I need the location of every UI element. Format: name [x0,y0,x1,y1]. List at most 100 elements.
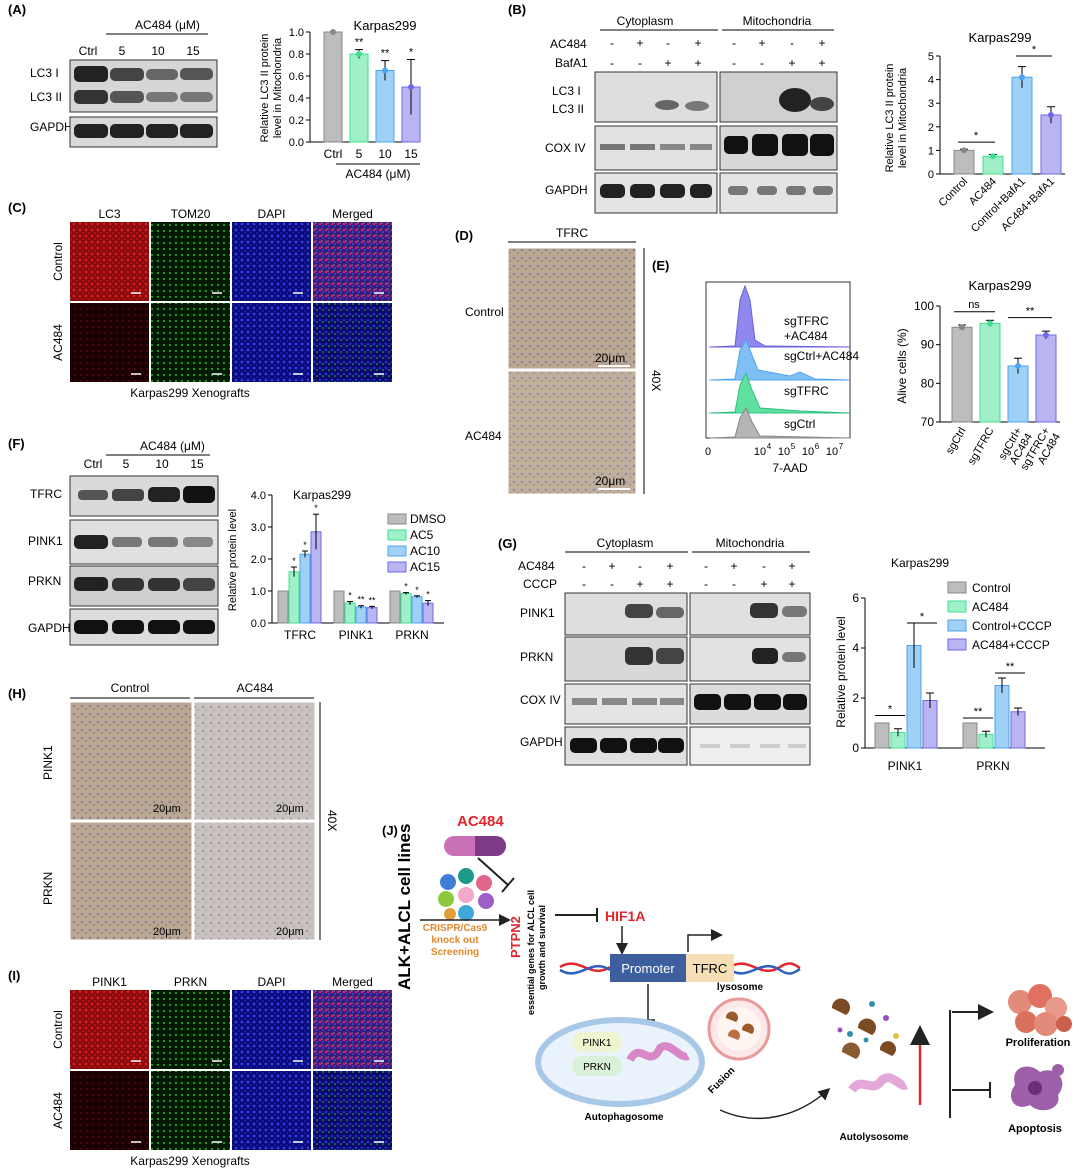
bar [389,590,401,624]
significance-label: ** [368,595,376,605]
if-image-tile [151,222,230,301]
treat-label-ac484-b: AC484 [550,37,587,51]
legend-label: AC5 [410,528,434,542]
if-column-header: LC3 [98,207,120,221]
if-image-tile [70,222,149,301]
autophagosome-prkn: PRKN [583,1062,611,1073]
plus-minus-b: - - + - - + + + - - + - - + + + [610,36,826,70]
if-image-tile [313,222,392,301]
if-row-label: AC484 [51,1092,65,1129]
legend-label: AC10 [410,544,440,558]
legend-swatch [947,581,967,594]
apoptosis-icon [1010,1064,1064,1111]
treatment-sign: + [788,577,795,591]
data-point [1043,332,1049,338]
bar [277,590,289,624]
chart-title: Karpas299 [969,278,1032,293]
blot-a-gapdh [69,116,218,148]
treatment-sign: - [704,577,708,591]
drug-capsule-icon [444,836,506,856]
bar [366,607,378,624]
essential-label: essential genes for ALCL cell [526,890,536,1015]
if-image-tile [151,303,230,382]
screen-label: CRISPR/Cas9 [423,923,488,934]
blot-label-gapdh-b: GAPDH [545,183,588,197]
hif1a-label: HIF1A [605,908,645,924]
bar [349,53,369,143]
treat-label-cccp-g: CCCP [523,577,557,591]
significance-label: ** [381,48,390,60]
scale-bar-label: 20μm [276,803,304,815]
fraction-mito-g: Mitochondria [716,536,785,550]
significance-label: * [303,540,307,550]
panel-label-i: (I) [8,968,20,983]
bar [422,602,434,624]
if-column-header: Merged [332,975,373,989]
dose-label: Ctrl [84,457,103,471]
x-tick-label: PRKN [976,759,1009,773]
bar [1035,334,1057,423]
chart-title: Karpas299 [354,18,417,33]
data-point [1019,74,1025,81]
flow-label: +AC484 [784,329,828,343]
inhibition-line [477,857,509,886]
y-axis-label-line: Relative LC3 II protein [259,34,271,143]
significance-label: * [426,590,430,600]
if-image-tile [70,1071,149,1150]
bar [375,70,395,143]
blot-label-lc3ii: LC3 II [30,90,62,104]
dose-header-a: AC484 (μM) [135,18,200,32]
flow-tick: 10 [778,446,790,458]
y-tick-label: 4.0 [251,490,266,502]
panel-label-g: (G) [498,536,517,551]
data-point [408,84,414,90]
treatment-sign: - [732,36,736,50]
ihc-d-control [507,247,637,370]
if-image-tile [232,990,311,1069]
bar [994,685,1010,749]
schematic-side-label: ALK+ALCL cell lines [395,824,414,990]
ptpn2-label: PTPN2 [508,916,523,958]
x-axis-label: AC484 (μM) [346,167,411,181]
blot-label-gapdh: GAPDH [30,120,73,134]
legend-swatch [947,638,967,651]
y-tick-label: 3.0 [251,522,266,534]
treatment-sign: + [608,559,615,573]
significance-label: ** [357,595,365,605]
treatment-sign: + [694,56,701,70]
bar [979,322,1001,423]
if-row-label: Control [51,242,65,281]
y-axis-label-line: level in Mitochondria [272,37,284,138]
treatment-sign: - [582,559,586,573]
bar [288,571,300,624]
legend-label: Control [972,581,1011,595]
legend-label: Control+CCCP [972,619,1052,633]
x-tick-label: 5 [356,147,363,161]
chart-title: Karpas299 [293,488,351,502]
scale-bar-label: 20μm [595,474,625,488]
promoter-box [610,954,686,982]
if-column-header: TOM20 [171,207,211,221]
autophagosome-label: Autophagosome [585,1112,664,1123]
flow-tick: 0 [705,446,711,458]
flow-tick-exp: 4 [767,442,772,451]
flow-label: sgTFRC [784,314,829,328]
x-tick-label-line: AC484 [1036,432,1063,467]
if-column-header: Merged [332,207,373,221]
x-tick-label: TFRC [284,628,316,642]
treat-label-bafa1-b: BafA1 [555,56,588,70]
legend-swatch [387,545,407,557]
if-row-label: AC484 [51,324,65,361]
flow-histograms [705,281,851,439]
significance-label: * [1032,44,1037,56]
blot-label-lc3i-b: LC3 I [552,84,581,98]
panel-label-e: (E) [652,258,669,273]
dna-helix-icon [559,962,801,975]
y-axis-label: Relative LC3 II proteinlevel in Mitochon… [259,34,284,143]
flow-tick: 10 [754,446,766,458]
autolysosome-icon [831,998,909,1093]
treatment-sign: - [638,56,642,70]
flow-tick-exp: 5 [791,442,796,451]
dose-label: 15 [186,44,200,58]
